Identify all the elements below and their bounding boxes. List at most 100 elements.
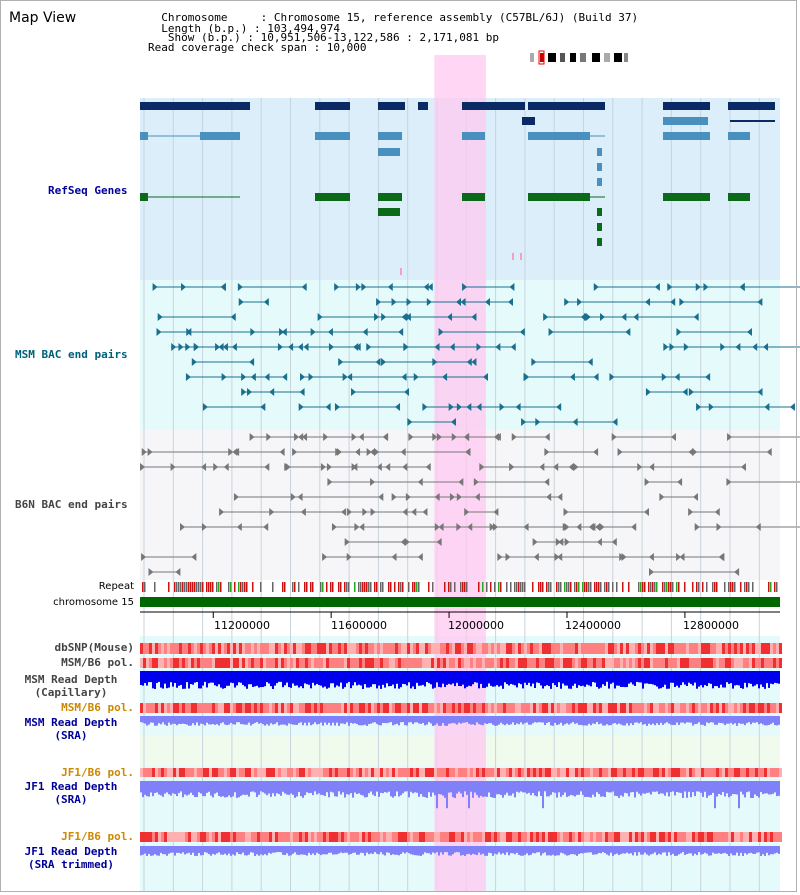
jf1-depth-sra-bar <box>756 781 758 797</box>
msm-bac-pair <box>230 313 236 321</box>
msm-b6-pol-label[interactable]: MSM/B6 pol. <box>61 656 134 669</box>
b6n-bac-pair <box>298 433 304 441</box>
jf1-depth-sra-bar <box>610 781 612 793</box>
dbsnp-heat <box>590 643 593 654</box>
msm-b6-pol-sra-label[interactable]: MSM/B6 pol. <box>61 701 134 714</box>
msm-depth-sra-bar <box>656 716 658 724</box>
jf1-b6-pol-heat <box>161 768 164 777</box>
msm-depth-sra-bar <box>444 716 446 726</box>
jf1-depth-trimmed-bar <box>410 846 412 855</box>
jf1-depth-sra-bar <box>286 781 288 795</box>
msm-depth-capillary-bar <box>766 671 768 684</box>
msm-bac-pair <box>705 373 711 381</box>
msm-depth-sra-bar <box>558 716 560 725</box>
jf1-b6-pol-heat <box>656 768 659 777</box>
b6n-bac-label[interactable]: B6N BAC end pairs <box>15 498 128 511</box>
msm-depth-capillary-bar <box>712 671 714 689</box>
jf1-b6-pol-heat <box>167 768 170 777</box>
jf1-depth-trimmed-bar <box>556 846 558 856</box>
msm-depth-sra-bar <box>376 716 378 724</box>
jf1-depth-sra-bar <box>260 781 262 792</box>
msm-depth-capillary-bar <box>330 671 332 684</box>
msm-depth-sra-bar <box>212 716 214 725</box>
msm-b6-pol-sra-heat <box>725 703 728 713</box>
msm-read-depth-sra-label[interactable]: MSM Read Depth (SRA) <box>24 716 118 742</box>
msm-b6-pol-sra-heat <box>641 703 644 713</box>
jf1-read-depth-sra-label[interactable]: JF1 Read Depth (SRA) <box>24 780 118 806</box>
msm-depth-sra-bar <box>338 716 340 726</box>
jf1-b6-pol-heat <box>596 768 599 777</box>
msm-depth-sra-bar <box>232 716 234 725</box>
jf1-depth-trimmed-bar <box>266 846 268 856</box>
jf1-b6-pol-heat <box>533 768 536 777</box>
dbsnp-heat <box>587 643 590 654</box>
dbsnp-heat <box>494 643 497 654</box>
jf1-depth-trimmed-bar <box>734 846 736 856</box>
dbsnp-label[interactable]: dbSNP(Mouse) <box>54 641 134 654</box>
ideogram-band <box>592 53 600 62</box>
jf1-b6-pol-trimmed-heat <box>623 832 626 842</box>
jf1-depth-sra-bar <box>180 781 182 792</box>
jf1-depth-sra-bar <box>216 781 218 793</box>
msm-depth-capillary-bar <box>590 671 592 687</box>
jf1-b6-pol-label[interactable]: JF1/B6 pol. <box>61 766 134 779</box>
msm-b6-pol-sra-heat <box>344 703 347 713</box>
jf1-depth-trimmed-bar <box>520 846 522 856</box>
jf1-depth-trimmed-bar <box>204 846 206 853</box>
msm-depth-sra-bar <box>626 716 628 724</box>
msm-b6-pol-heat <box>587 658 590 668</box>
msm-depth-capillary-bar <box>482 671 484 688</box>
jf1-b6-pol-heat <box>353 768 356 777</box>
msm-b6-pol-heat <box>680 658 683 668</box>
jf1-b6-pol-heat <box>329 768 332 777</box>
msm-b6-pol-heat <box>230 658 233 668</box>
msm-depth-capillary-bar <box>404 671 406 685</box>
msm-depth-sra-bar <box>324 716 326 723</box>
axis-tick-label: 11200000 <box>214 619 270 632</box>
dbsnp-heat <box>740 643 743 654</box>
jf1-b6-pol-heat <box>374 768 377 777</box>
gene-block <box>730 120 775 122</box>
jf1-b6-pol-trimmed-label[interactable]: JF1/B6 pol. <box>61 830 134 843</box>
jf1-depth-trimmed-bar <box>278 846 280 853</box>
jf1-b6-pol-trimmed-heat <box>713 832 716 842</box>
repeat-mark <box>500 582 502 592</box>
repeat-mark <box>702 582 704 592</box>
jf1-depth-sra-bar <box>736 781 738 795</box>
jf1-depth-trimmed-bar <box>562 846 564 854</box>
msm-read-depth-capillary-label[interactable]: MSM Read Depth (Capillary) <box>24 673 118 699</box>
ideogram-band <box>570 53 576 62</box>
b6n-bac-pair <box>677 478 683 486</box>
jf1-depth-sra-bar <box>464 781 466 792</box>
jf1-b6-pol-trimmed-heat <box>356 832 359 842</box>
gene-block <box>728 132 750 140</box>
refseq-genes-label[interactable]: RefSeq Genes <box>48 184 128 197</box>
jf1-read-depth-trimmed-label[interactable]: JF1 Read Depth (SRA trimmed) <box>24 845 118 871</box>
jf1-b6-pol-heat <box>428 768 431 777</box>
msm-bac-pair <box>674 373 680 381</box>
msm-bac-label[interactable]: MSM BAC end pairs <box>15 348 128 361</box>
b6n-bac-pair <box>327 478 333 486</box>
msm-depth-capillary-bar <box>648 671 650 684</box>
msm-bac-pair <box>300 373 306 381</box>
jf1-b6-pol-heat <box>692 768 695 777</box>
msm-b6-pol-sra-heat <box>638 703 641 713</box>
repeat-mark <box>416 582 418 592</box>
jf1-depth-sra-bar <box>344 781 346 798</box>
msm-b6-pol-heat <box>356 658 359 668</box>
msm-b6-pol-heat <box>695 658 698 668</box>
msm-depth-sra-bar <box>418 716 420 724</box>
jf1-depth-sra-bar <box>770 781 772 795</box>
msm-depth-sra-bar <box>666 716 668 723</box>
msm-depth-sra-bar <box>732 716 734 725</box>
jf1-depth-trimmed-bar <box>748 846 750 854</box>
jf1-b6-pol-trimmed-heat <box>383 832 386 842</box>
b6n-bac-pair <box>631 523 637 531</box>
jf1-b6-pol-trimmed-heat <box>569 832 572 842</box>
msm-bac-pair <box>247 388 253 396</box>
msm-depth-capillary-bar <box>614 671 616 689</box>
jf1-b6-pol-trimmed-heat <box>599 832 602 842</box>
msm-depth-sra-bar <box>476 716 478 723</box>
